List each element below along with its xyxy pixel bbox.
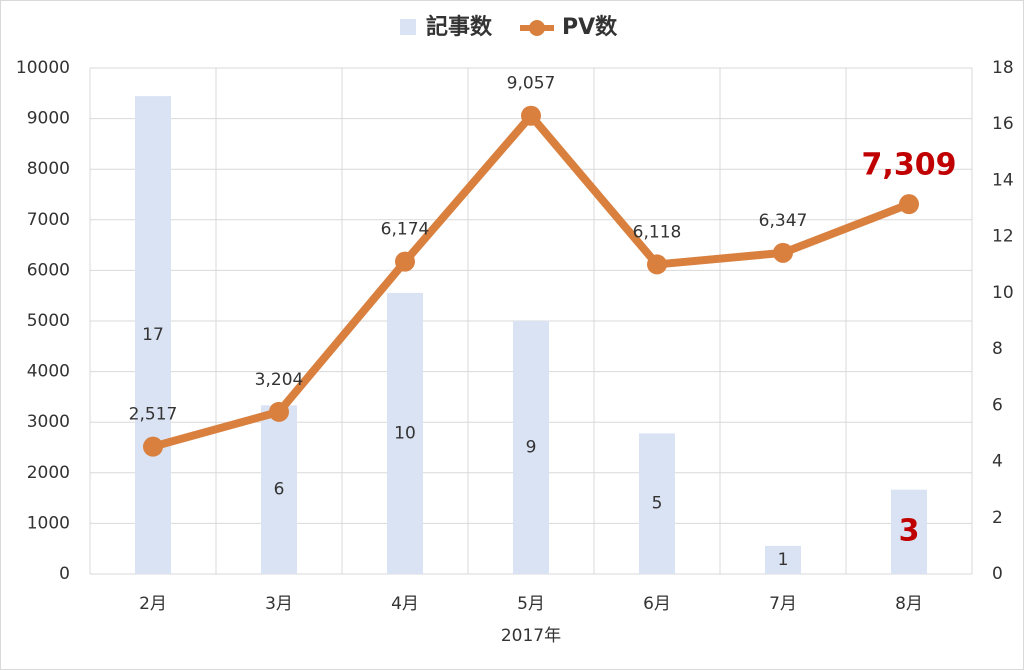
bar-value-label: 1 [778,550,789,570]
legend-label: 記事数 [426,14,493,40]
x-tick-label: 7月 [769,594,797,614]
y2-tick-label: 8 [992,339,1003,359]
legend-label: PV数 [562,14,618,40]
y2-tick-label: 14 [992,170,1014,190]
line-value-label: 3,204 [255,370,304,390]
y-tick-label: 1000 [27,513,70,533]
bar-value-label: 17 [142,325,164,345]
y-tick-label: 5000 [27,311,70,331]
y2-tick-label: 12 [992,227,1014,247]
bar [639,433,675,574]
y2-tick-label: 10 [992,283,1014,303]
line-value-label: 9,057 [507,74,556,94]
bar [261,405,297,574]
legend-marker [529,20,545,36]
line-value-label: 6,118 [633,222,682,242]
legend-swatch [400,19,416,35]
line-point [521,105,541,126]
y2-tick-label: 18 [992,58,1014,78]
line-point [395,251,415,272]
bar-value-label: 6 [274,480,285,500]
x-tick-label: 4月 [391,594,419,614]
line-value-label: 7,309 [862,148,957,183]
bar [135,96,171,574]
y-tick-label: 7000 [27,210,70,230]
bar-value-label: 3 [899,513,920,548]
y-tick-label: 9000 [27,109,70,129]
y-tick-label: 0 [59,564,70,584]
y2-tick-label: 2 [992,508,1003,528]
x-tick-label: 3月 [265,594,293,614]
x-tick-label: 2月 [139,594,167,614]
y-tick-label: 4000 [27,362,70,382]
y-tick-label: 6000 [27,260,70,280]
y2-tick-label: 4 [992,452,1003,472]
line-value-label: 6,347 [759,211,808,231]
y-tick-label: 10000 [16,58,70,78]
bar-value-label: 9 [526,438,537,458]
y-tick-label: 2000 [27,463,70,483]
x-tick-label: 6月 [643,594,671,614]
x-tick-label: 5月 [517,594,545,614]
line-value-label: 6,174 [381,220,430,240]
bar-value-label: 10 [394,423,416,443]
y2-tick-label: 16 [992,114,1014,134]
y-tick-label: 8000 [27,159,70,179]
line-point [647,254,667,275]
bar [387,292,423,574]
line-point [899,194,919,215]
y2-tick-label: 0 [992,564,1003,584]
y2-tick-label: 6 [992,395,1003,415]
bar [513,321,549,574]
x-tick-label: 8月 [895,594,923,614]
line-value-label: 2,517 [129,405,178,425]
line-point [143,436,163,457]
line-point [269,401,289,422]
bar [765,545,801,574]
bar-value-label: 5 [652,494,663,514]
x-axis-label: 2017年 [501,626,561,646]
bar [891,489,927,574]
line-point [773,242,793,263]
y-tick-label: 3000 [27,412,70,432]
